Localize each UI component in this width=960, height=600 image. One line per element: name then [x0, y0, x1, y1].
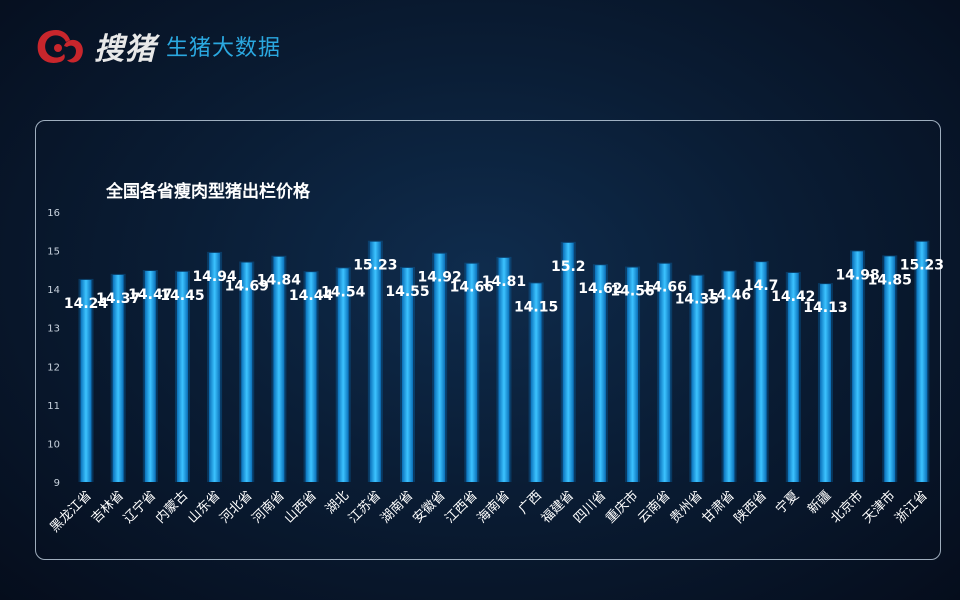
data-label: 14.15 [514, 299, 558, 315]
data-label: 14.47 [128, 287, 172, 303]
x-tick-label: 内蒙古 [152, 488, 191, 527]
x-tick-label: 云南省 [635, 488, 674, 527]
y-tick-label: 10 [47, 439, 60, 450]
data-label: 14.13 [803, 300, 847, 316]
x-tick-label: 江苏省 [345, 488, 384, 527]
bar [884, 256, 896, 482]
x-tick-label: 山西省 [282, 488, 320, 526]
y-tick-label: 16 [47, 208, 60, 219]
data-label: 14.37 [96, 291, 140, 307]
x-tick-label: 重庆市 [602, 488, 641, 527]
bar [530, 283, 542, 482]
data-label: 14.55 [385, 284, 429, 300]
bar [466, 263, 478, 482]
bar [594, 265, 606, 482]
chart-panel [35, 120, 941, 560]
data-label: 15.23 [353, 258, 397, 274]
y-tick-label: 12 [47, 362, 60, 373]
x-tick-label: 黑龙江省 [47, 488, 94, 535]
y-tick-label: 13 [47, 324, 60, 335]
data-label: 14.54 [321, 284, 366, 300]
bar [562, 242, 574, 482]
bar [434, 253, 446, 482]
bar [112, 274, 124, 482]
y-tick-label: 11 [47, 401, 60, 412]
data-label: 14.81 [482, 274, 526, 290]
bar [916, 241, 928, 482]
data-label: 14.66 [450, 280, 494, 296]
y-tick-label: 15 [47, 247, 60, 258]
brand-name: 搜猪 [94, 32, 156, 67]
data-label: 14.46 [707, 287, 751, 303]
data-label: 15.2 [551, 259, 586, 275]
x-tick-label: 辽宁省 [120, 488, 159, 527]
x-tick-label: 海南省 [474, 488, 513, 527]
x-tick-label: 宁夏 [772, 488, 802, 518]
x-tick-label: 四川省 [571, 488, 609, 526]
y-tick-label: 14 [47, 285, 60, 296]
bar [627, 267, 639, 482]
bar [337, 268, 349, 482]
data-label: 14.85 [868, 272, 912, 288]
x-tick-label: 陕西省 [732, 488, 770, 526]
bar [691, 275, 703, 482]
data-label: 14.62 [578, 281, 622, 297]
x-tick-label: 贵州省 [667, 488, 705, 526]
x-tick-label: 河南省 [249, 488, 288, 527]
bar [659, 263, 671, 482]
bar [273, 256, 285, 482]
pig-logo-icon [37, 30, 83, 63]
x-tick-label: 湖南省 [377, 488, 416, 527]
bar [498, 257, 510, 482]
data-label: 14.92 [418, 270, 462, 286]
data-label: 14.84 [257, 273, 302, 289]
bar [176, 271, 188, 482]
bar [787, 272, 799, 482]
x-tick-label: 安徽省 [410, 488, 448, 526]
x-tick-label: 天津市 [860, 488, 899, 527]
x-tick-label: 山东省 [185, 488, 223, 526]
chart-title: 全国各省瘦肉型猪出栏价格 [105, 181, 311, 202]
bar [209, 252, 221, 482]
x-tick-label: 河北省 [217, 488, 255, 526]
bar [402, 267, 413, 482]
x-tick-label: 浙江省 [893, 488, 931, 526]
data-label: 14.7 [744, 278, 779, 294]
data-label: 14.44 [289, 288, 334, 304]
data-label: 14.98 [835, 267, 879, 283]
data-label: 14.45 [160, 288, 204, 304]
y-tick-label: 9 [54, 478, 60, 489]
bar [755, 262, 767, 482]
bar [819, 284, 831, 482]
brand-subtitle: 生猪大数据 [166, 36, 282, 61]
x-tick-label: 新疆 [805, 488, 835, 518]
data-label: 14.69 [225, 279, 269, 295]
bar [80, 279, 92, 482]
bar [723, 271, 735, 482]
data-label: 14.24 [64, 296, 109, 312]
bar [305, 272, 317, 482]
x-tick-label: 福建省 [539, 488, 577, 526]
bar [369, 241, 381, 482]
data-label: 14.66 [643, 280, 687, 296]
x-tick-label: 吉林省 [89, 488, 127, 526]
data-label: 14.56 [610, 284, 654, 300]
brand-header: 搜猪 生猪大数据 [34, 20, 281, 72]
y-axis: 9 10 11 12 13 14 15 16 [47, 208, 60, 489]
data-label: 14.42 [771, 289, 815, 305]
bar [144, 271, 156, 482]
bar [852, 251, 864, 482]
bar [241, 262, 253, 482]
x-tick-label: 北京市 [828, 488, 867, 527]
x-tick-label: 江西省 [442, 488, 480, 526]
data-label: 14.94 [192, 269, 237, 285]
data-label: 14.35 [675, 292, 719, 308]
data-label: 15.23 [900, 258, 944, 274]
bars [78, 240, 930, 482]
x-tick-label: 甘肃省 [700, 488, 738, 526]
